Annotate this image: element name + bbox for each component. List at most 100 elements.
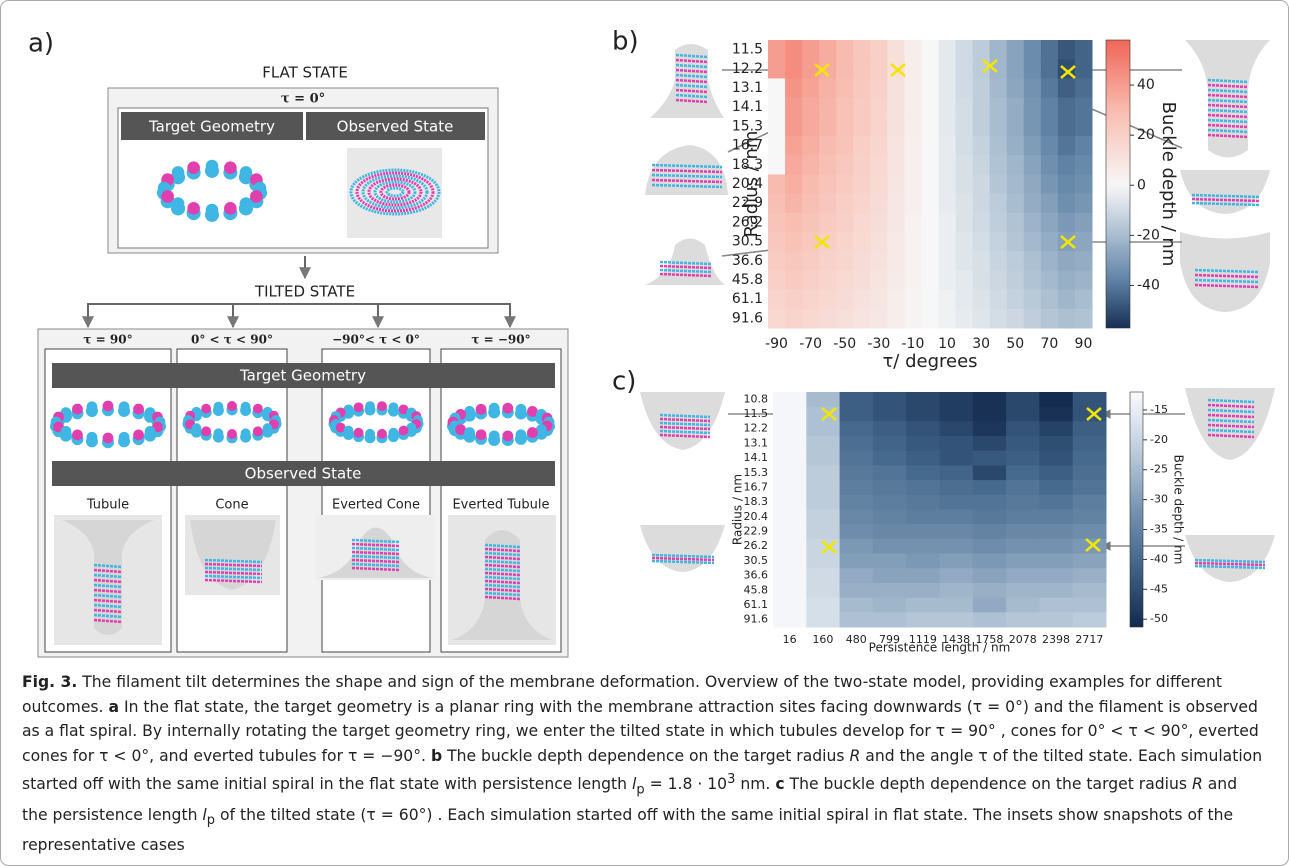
heat-cell	[938, 251, 957, 271]
heat-cell	[819, 136, 837, 156]
bead	[515, 429, 527, 441]
inset	[640, 525, 725, 572]
heat-cell	[1006, 136, 1025, 156]
heat-cell	[972, 436, 1007, 452]
heat-cell	[819, 289, 837, 310]
heat-cell	[972, 568, 1007, 584]
heat-cell	[839, 494, 874, 510]
filament	[484, 579, 521, 585]
marker-x	[1060, 235, 1076, 249]
filament	[204, 570, 263, 576]
y-tick-label: 20.4	[744, 510, 769, 523]
heat-cell	[972, 465, 1007, 481]
heat-cell	[1040, 155, 1059, 175]
heat-cell	[768, 232, 786, 252]
heat-cell	[1040, 174, 1059, 195]
heat-cell	[904, 193, 922, 214]
heat-cell	[872, 509, 907, 525]
heat-cell	[802, 308, 820, 329]
heat-cell	[802, 59, 820, 79]
heat-cell	[887, 174, 905, 195]
heat-cell	[870, 40, 888, 60]
filament	[1207, 78, 1249, 84]
y-tick-label: 16.7	[732, 138, 763, 154]
x-tick-label: -10	[902, 336, 925, 352]
heat-cell	[887, 232, 905, 252]
heat-cell	[1039, 392, 1074, 408]
heat-cell	[887, 40, 905, 60]
heat-cell	[768, 78, 786, 99]
heat-cell	[904, 270, 922, 291]
outcome: Cone	[215, 498, 248, 513]
heat-cell	[839, 406, 874, 422]
heat-cell	[1040, 193, 1059, 214]
caption-text: = 1.8 · 10	[644, 775, 728, 794]
heat-cell	[768, 193, 786, 214]
heat-cell	[1006, 421, 1040, 437]
y-tick-label: 30.5	[732, 234, 763, 250]
heat-cell	[872, 494, 907, 510]
heat-cell	[802, 97, 820, 118]
y-tick-label: 61.1	[744, 598, 769, 611]
heat-cell	[1023, 232, 1042, 252]
caption-part: c	[775, 775, 785, 794]
heat-cell	[921, 308, 940, 329]
heat-cell	[768, 97, 786, 118]
heat-cell	[1039, 538, 1074, 555]
filament	[351, 550, 401, 556]
bead	[250, 190, 263, 203]
caption-sup: 3	[727, 772, 736, 787]
caption-text: and the persistence length	[22, 775, 1238, 824]
filament	[1194, 564, 1266, 570]
heat-cell	[1072, 553, 1107, 569]
bead	[227, 401, 237, 411]
heat-cell	[1023, 193, 1042, 214]
filament	[93, 613, 123, 619]
heat-cell	[853, 136, 871, 156]
heat-cell	[1040, 78, 1059, 99]
bead	[464, 406, 475, 417]
heat-cell	[1072, 612, 1107, 628]
heat-cell	[836, 212, 854, 233]
heat-cell	[1006, 212, 1025, 233]
heat-cell	[972, 524, 1007, 540]
heat-cell	[989, 40, 1008, 60]
bead	[353, 427, 364, 438]
filament	[1207, 83, 1249, 89]
bead	[227, 429, 237, 439]
bead	[398, 425, 409, 436]
heat-cell	[853, 212, 871, 233]
heat-cell	[802, 193, 820, 214]
bead	[133, 403, 144, 415]
filament	[675, 83, 708, 89]
filament	[484, 567, 521, 573]
heat-cell	[989, 232, 1008, 252]
heat-cell	[773, 421, 807, 437]
heat-cell	[1039, 494, 1074, 510]
heat-cell	[1006, 406, 1040, 422]
bead	[102, 400, 114, 412]
y-tick-label: 45.8	[744, 583, 769, 596]
heat-cell	[955, 193, 974, 214]
heat-cell	[921, 59, 940, 79]
heat-cell	[802, 78, 820, 99]
marker-x	[982, 59, 998, 73]
heat-cell	[921, 116, 940, 137]
filament	[1191, 197, 1261, 203]
heat-cell	[1072, 465, 1107, 481]
x-tick-label: 90	[1075, 336, 1093, 352]
heat-cell	[872, 568, 907, 584]
y-tick-label: 10.8	[744, 392, 769, 405]
heat-cell	[887, 97, 905, 118]
bead	[502, 402, 514, 414]
heat-cell	[906, 494, 940, 510]
heat-cell	[955, 212, 974, 233]
heat-cell	[872, 538, 907, 555]
heat-cell	[1040, 289, 1059, 310]
heat-cell	[819, 174, 837, 195]
y-tick-label: 91.6	[732, 310, 763, 326]
caption-symbol: l	[632, 775, 637, 794]
outcome: Everted Tubule	[452, 498, 549, 513]
filament	[204, 574, 263, 580]
heat-cell	[773, 538, 807, 555]
